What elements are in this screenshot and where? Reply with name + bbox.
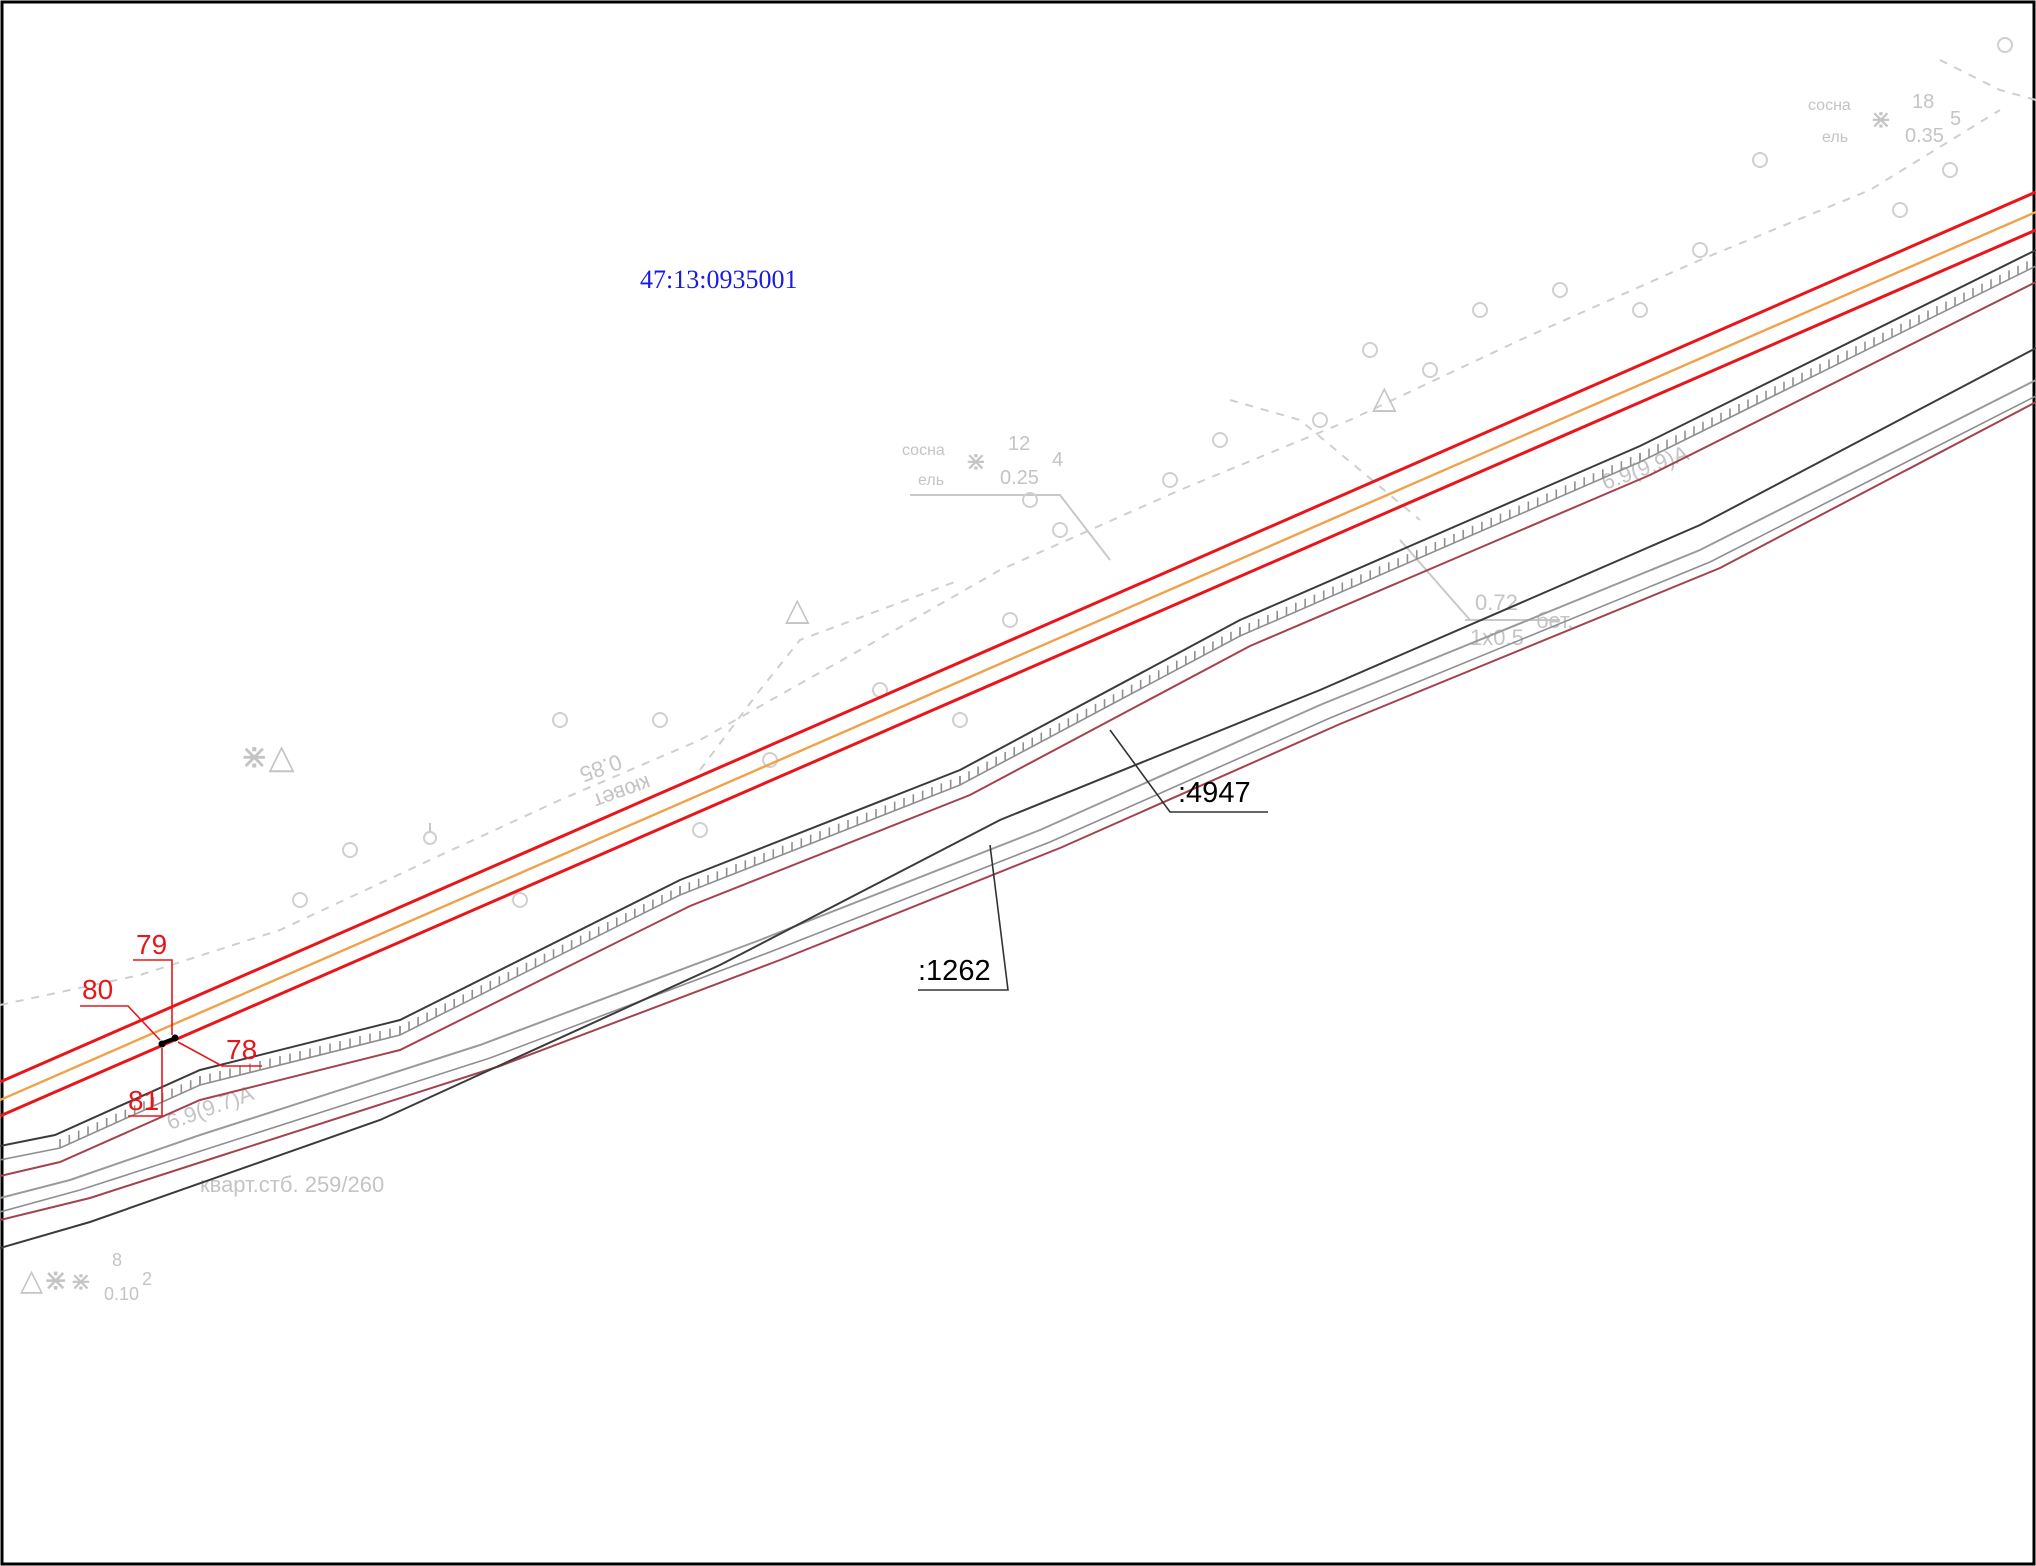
- ditch-note: кювет 0.85: [576, 749, 654, 814]
- quarter-note: кварт.стб. 259/260: [200, 1172, 384, 1197]
- road-gray-strip-1: [0, 379, 2036, 1199]
- post-icon: [423, 823, 437, 845]
- tree-note-mid: сосна ель ⋇ 12 0.25 4: [902, 433, 1063, 489]
- leader-78: [177, 1041, 262, 1067]
- boundary-points: 79 80 78 81: [80, 929, 262, 1117]
- svg-text:⋇: ⋇: [70, 1266, 92, 1296]
- tree-note-top: сосна ель ⋇ 18 0.35 5: [1808, 91, 1961, 147]
- svg-text:1х0.5: 1х0.5: [1470, 625, 1524, 650]
- svg-text:⋇: ⋇: [1870, 104, 1892, 134]
- axis-line: [0, 210, 2036, 1102]
- background-topography: ⋇△ △ △ △⋇ сосна ель ⋇ 18 0.35 5 сосна ел…: [0, 37, 2036, 1304]
- forest-edge-line: [0, 109, 2001, 1006]
- svg-text:18: 18: [1912, 91, 1934, 113]
- svg-text:0.25: 0.25: [1000, 467, 1039, 489]
- dashed-contour-2: [1229, 399, 1421, 521]
- boundary-lines: [0, 190, 2036, 1118]
- boundary-line-lower: [0, 228, 2036, 1118]
- cadastral-labels: :4947 :1262: [918, 729, 1268, 991]
- tree-icon: ⋇△ △ △ △⋇: [20, 379, 1397, 1297]
- tree-note-leader: [910, 494, 1111, 561]
- road-brown-line: [0, 281, 2036, 1177]
- road-brown-line-2: [0, 401, 2036, 1221]
- culvert-note: 0.72 1х0.5 бет.: [1465, 590, 1574, 650]
- leader-1262: [918, 844, 1009, 991]
- tree-note-bottom: ⋇ 8 0.10 2: [70, 1250, 152, 1304]
- dashed-contour-1: [699, 579, 961, 771]
- point-78-80-marker: [158, 1040, 166, 1048]
- svg-text:△: △: [785, 591, 810, 627]
- leader-80: [80, 1005, 161, 1041]
- leader-81: [128, 1048, 163, 1117]
- bush-circles: [292, 37, 2013, 908]
- svg-text:ель: ель: [1822, 129, 1848, 146]
- parcel-quarter-label: 47:13:0935001: [640, 265, 797, 294]
- dashed-contour-3: [1939, 59, 2036, 101]
- svg-text:0.72: 0.72: [1475, 590, 1518, 615]
- svg-text:8: 8: [112, 1250, 122, 1270]
- svg-text:5: 5: [1950, 108, 1961, 130]
- svg-text:12: 12: [1008, 433, 1030, 455]
- cadastral-label-4947: :4947: [1178, 777, 1251, 809]
- cadastral-label-1262: :1262: [918, 955, 991, 987]
- road-hatch-ticks: [59, 257, 2036, 1148]
- point-label-79: 79: [136, 929, 167, 960]
- point-label-81: 81: [128, 1085, 159, 1116]
- point-label-78: 78: [226, 1034, 257, 1065]
- svg-text:0.35: 0.35: [1905, 125, 1944, 147]
- svg-text:⋇: ⋇: [965, 446, 987, 476]
- road-gray-strip-2: [0, 395, 2036, 1213]
- svg-text:⋇△: ⋇△: [240, 738, 295, 776]
- svg-text:△⋇: △⋇: [20, 1264, 68, 1297]
- svg-text:4: 4: [1052, 449, 1063, 471]
- svg-text:сосна: сосна: [1808, 97, 1851, 114]
- point-label-80: 80: [82, 974, 113, 1005]
- point-79-81-marker: [171, 1034, 179, 1042]
- svg-text:2: 2: [142, 1269, 152, 1289]
- leader-4947: [1109, 729, 1268, 813]
- road-edge-lower: [0, 347, 2036, 1249]
- svg-text:0.10: 0.10: [104, 1284, 139, 1304]
- boundary-line-upper: [0, 190, 2036, 1084]
- svg-text:△: △: [1372, 379, 1397, 415]
- svg-text:сосна: сосна: [902, 442, 945, 459]
- road-band: [0, 249, 2036, 1249]
- svg-text:ель: ель: [918, 472, 944, 489]
- leader-79: [133, 959, 173, 1035]
- road-edge-upper: [0, 249, 2036, 1147]
